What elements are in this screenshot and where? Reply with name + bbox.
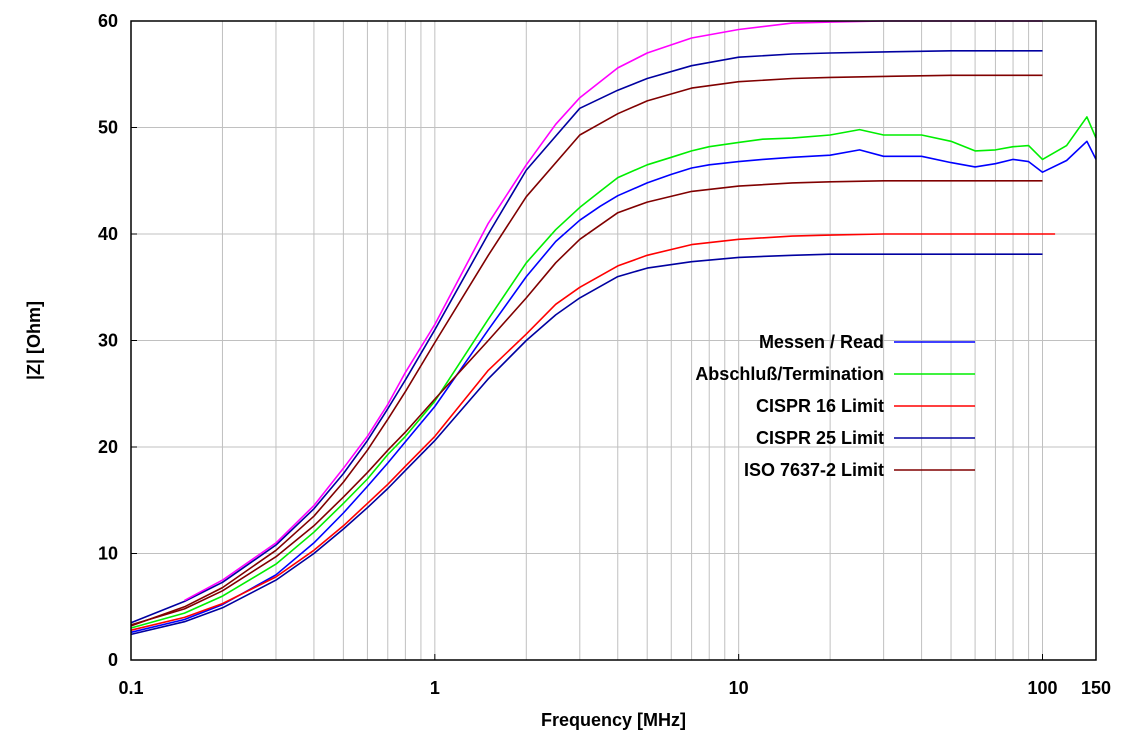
series-line-5 — [130, 180, 1043, 626]
plot-series — [130, 20, 1097, 636]
legend-label: CISPR 16 Limit — [756, 396, 884, 416]
y-tick-label: 0 — [108, 650, 118, 670]
y-tick-label: 30 — [98, 331, 118, 351]
grid-lines — [131, 21, 1096, 660]
legend-label: Abschluß/Termination — [695, 364, 884, 384]
y-axis-ticks: 0 10 20 30 40 50 60 — [98, 11, 137, 670]
y-tick-label: 20 — [98, 437, 118, 457]
series-line-8 — [184, 20, 1043, 602]
x-tick-label: 100 — [1027, 678, 1057, 698]
y-tick-label: 40 — [98, 224, 118, 244]
legend: Messen / Read Abschluß/Termination CISPR 1… — [695, 332, 975, 480]
x-tick-label: 150 — [1081, 678, 1111, 698]
series-line-4 — [130, 253, 1043, 636]
x-axis-label: Frequency [MHz] — [541, 710, 686, 730]
x-axis-ticks: 0.1 1 10 100 150 — [118, 654, 1111, 698]
series-line-1 — [130, 140, 1097, 634]
legend-label: CISPR 25 Limit — [756, 428, 884, 448]
legend-label: Messen / Read — [759, 332, 884, 352]
y-tick-label: 60 — [98, 11, 118, 31]
series-line-7 — [130, 74, 1043, 627]
y-tick-label: 10 — [98, 544, 118, 564]
y-tick-label: 50 — [98, 118, 118, 138]
x-tick-label: 10 — [729, 678, 749, 698]
y-axis-label: |Z| [Ohm] — [24, 301, 44, 380]
series-line-3 — [130, 233, 1056, 631]
x-tick-label: 1 — [430, 678, 440, 698]
x-tick-label: 0.1 — [118, 678, 143, 698]
series-line-6 — [130, 49, 1043, 624]
legend-label: ISO 7637-2 Limit — [744, 460, 884, 480]
series-line-2 — [130, 116, 1097, 629]
